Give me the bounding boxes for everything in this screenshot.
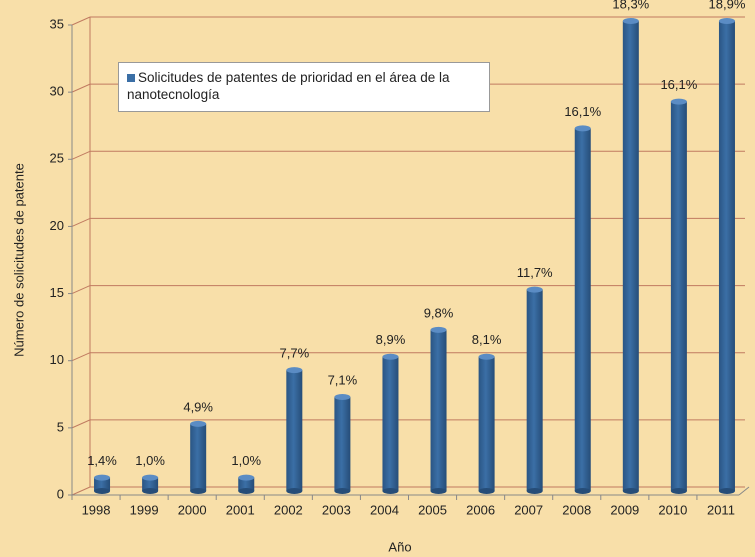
x-tick-label: 2005 [418, 502, 447, 517]
annotation: 11,7% [517, 265, 553, 280]
x-tick-label: 2007 [514, 502, 543, 517]
bar [382, 356, 399, 491]
y-tick-label: 25 [50, 151, 64, 166]
bar-top [382, 353, 399, 360]
annotation: 16,1% [564, 104, 601, 119]
legend: Solicitudes de patentes de prioridad en … [118, 62, 490, 112]
x-tick-label: 2010 [658, 502, 687, 517]
x-tick-label: 2003 [322, 502, 351, 517]
annotation: 1,4% [87, 453, 117, 468]
x-axis-title: Año [388, 539, 411, 554]
y-tick-label: 5 [57, 419, 64, 434]
x-tick-label: 2000 [178, 502, 207, 517]
bar-base [190, 488, 207, 494]
annotation: 7,7% [280, 346, 310, 361]
grid-line-side [71, 150, 91, 160]
bar-base [382, 488, 399, 494]
bar-top [526, 286, 543, 293]
annotation: 18,9% [709, 0, 746, 11]
y-tick-label: 30 [50, 84, 64, 99]
bar-base [622, 488, 639, 494]
bar-base [430, 488, 447, 494]
bar-top [94, 474, 111, 481]
bar-base [574, 488, 591, 494]
grid-line-side [71, 285, 91, 295]
bar-top [238, 474, 255, 481]
bar-base [286, 488, 303, 494]
annotation: 1,0% [135, 453, 165, 468]
bar [430, 329, 447, 491]
bar-base [478, 488, 495, 494]
grid-line-side [71, 352, 91, 362]
legend-swatch [127, 74, 135, 82]
bar-base [334, 488, 351, 494]
y-tick-label: 0 [57, 486, 64, 501]
grid-line-side [71, 217, 91, 227]
bar-base [94, 488, 111, 494]
bar-top [190, 420, 207, 427]
floor-edge [738, 486, 750, 496]
bar-top [286, 367, 303, 374]
x-tick-label: 2004 [370, 502, 399, 517]
x-tick-label: 2009 [610, 502, 639, 517]
x-tick-label: 1998 [82, 502, 111, 517]
x-tick-label: 2008 [562, 502, 591, 517]
bar [94, 477, 111, 491]
grid-line-side [71, 486, 91, 496]
grid-line-side [71, 16, 91, 26]
bar-base [718, 488, 735, 494]
bar-top [622, 18, 639, 24]
bar [670, 101, 687, 492]
bar [286, 370, 303, 491]
bar-base [526, 488, 543, 494]
bar [238, 477, 255, 491]
annotation: 8,1% [472, 332, 502, 347]
bar-top [718, 18, 735, 24]
bar [478, 356, 495, 491]
annotation: 4,9% [183, 399, 213, 414]
bar-top [334, 394, 351, 400]
annotation: 7,1% [328, 372, 358, 387]
x-tick-label: 2001 [226, 502, 255, 517]
grid-line-side [71, 419, 91, 429]
bar [622, 21, 639, 491]
bar [190, 423, 207, 491]
y-tick-label: 15 [50, 285, 64, 300]
y-tick-label: 35 [50, 16, 64, 31]
bar-base [670, 488, 687, 494]
annotation: 18,3% [612, 0, 649, 11]
x-tick-label: 2011 [707, 502, 735, 517]
annotation: 16,1% [660, 77, 697, 92]
annotation: 8,9% [376, 332, 406, 347]
x-tick-label: 2006 [466, 502, 495, 517]
bar [526, 289, 543, 491]
bar-top [142, 474, 159, 481]
bar-base [142, 488, 159, 494]
bar-top [478, 353, 495, 360]
annotation: 1,0% [231, 453, 261, 468]
y-axis-title: Número de solicitudes de patente [11, 163, 26, 357]
annotation: 9,8% [424, 305, 454, 320]
bar-base [238, 488, 255, 494]
x-tick-label: 1999 [130, 502, 159, 517]
bar [334, 397, 351, 491]
bar [574, 128, 591, 491]
bar [142, 477, 159, 491]
y-tick-label: 10 [50, 352, 64, 367]
x-tick-label: 2002 [274, 502, 303, 517]
bar-top [670, 98, 687, 105]
bar-top [574, 125, 591, 132]
y-tick-label: 20 [50, 218, 64, 233]
bar [718, 21, 735, 491]
legend-label: Solicitudes de patentes de prioridad en … [127, 70, 450, 102]
grid-line-side [71, 83, 91, 93]
bar-top [430, 326, 447, 333]
